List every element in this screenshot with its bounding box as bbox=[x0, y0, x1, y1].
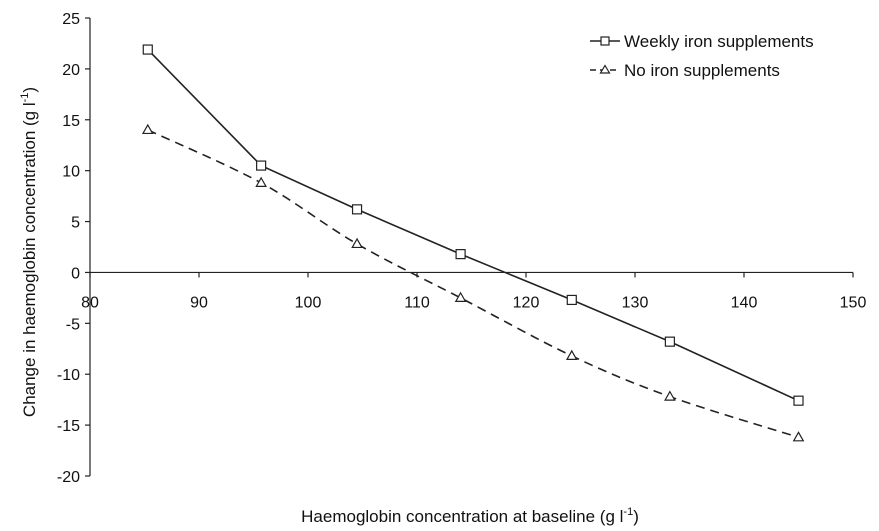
data-point-square bbox=[664, 336, 675, 347]
data-point-triangle bbox=[351, 237, 363, 249]
legend-triangle-marker bbox=[599, 64, 611, 74]
legend-label-none: No iron supplements bbox=[624, 61, 780, 80]
x-tick-label: 100 bbox=[295, 294, 322, 311]
data-point-square bbox=[793, 395, 804, 406]
y-tick-label: 15 bbox=[62, 113, 80, 130]
x-tick-label: 150 bbox=[840, 294, 867, 311]
y-tick-label: 25 bbox=[62, 11, 80, 28]
x-tick-label: 140 bbox=[731, 294, 758, 311]
series-line-1 bbox=[147, 129, 799, 439]
y-tick-label: -10 bbox=[57, 367, 80, 384]
legend-item-weekly: Weekly iron supplements bbox=[590, 32, 814, 51]
x-axis-title: Haemoglobin concentration at baseline (g… bbox=[301, 506, 639, 526]
y-axis-title-sup: -1 bbox=[19, 93, 31, 103]
data-point-square bbox=[256, 160, 267, 171]
data-point-square bbox=[566, 294, 577, 306]
data-point-triangle bbox=[255, 176, 267, 187]
data-point-triangle bbox=[792, 431, 805, 442]
x-tick-label: 90 bbox=[190, 294, 208, 311]
y-tick-label: -20 bbox=[57, 469, 80, 486]
y-tick-label: -15 bbox=[57, 418, 80, 435]
series-line-0 bbox=[147, 48, 799, 402]
series-area bbox=[141, 44, 805, 442]
x-axis-title-end: ) bbox=[633, 507, 639, 526]
y-tick-label: 0 bbox=[71, 265, 80, 282]
y-axis-title: Change in haemoglobin concentration (g l… bbox=[19, 87, 39, 417]
x-tick-label: 130 bbox=[622, 294, 649, 311]
x-axis-title-sup: -1 bbox=[623, 506, 633, 518]
data-point-square bbox=[455, 249, 466, 260]
x-axis: 80 90 100 110 120 130 140 150 bbox=[81, 271, 867, 311]
y-axis-title-end: ) bbox=[20, 87, 39, 93]
y-tick-label: 5 bbox=[71, 215, 80, 232]
x-tick-label: 110 bbox=[404, 294, 430, 311]
data-point-triangle bbox=[454, 291, 467, 302]
y-axis: 25 20 15 10 5 0 -5 -10 -15 -20 bbox=[57, 11, 91, 486]
x-tick-label: 80 bbox=[81, 294, 99, 311]
legend: Weekly iron supplements No iron suppleme… bbox=[590, 32, 814, 80]
legend-item-none: No iron supplements bbox=[590, 61, 780, 80]
y-tick-label: 20 bbox=[62, 62, 80, 79]
data-point-triangle bbox=[141, 123, 154, 135]
data-point-square bbox=[351, 204, 363, 215]
y-tick-label: -5 bbox=[66, 316, 80, 333]
legend-label-weekly: Weekly iron supplements bbox=[624, 32, 814, 51]
data-point-triangle bbox=[664, 390, 676, 401]
x-tick-label: 120 bbox=[513, 294, 540, 311]
data-point-square bbox=[142, 44, 153, 55]
data-point-triangle bbox=[565, 349, 578, 361]
y-tick-label: 10 bbox=[62, 164, 80, 181]
legend-square-marker bbox=[600, 36, 610, 46]
